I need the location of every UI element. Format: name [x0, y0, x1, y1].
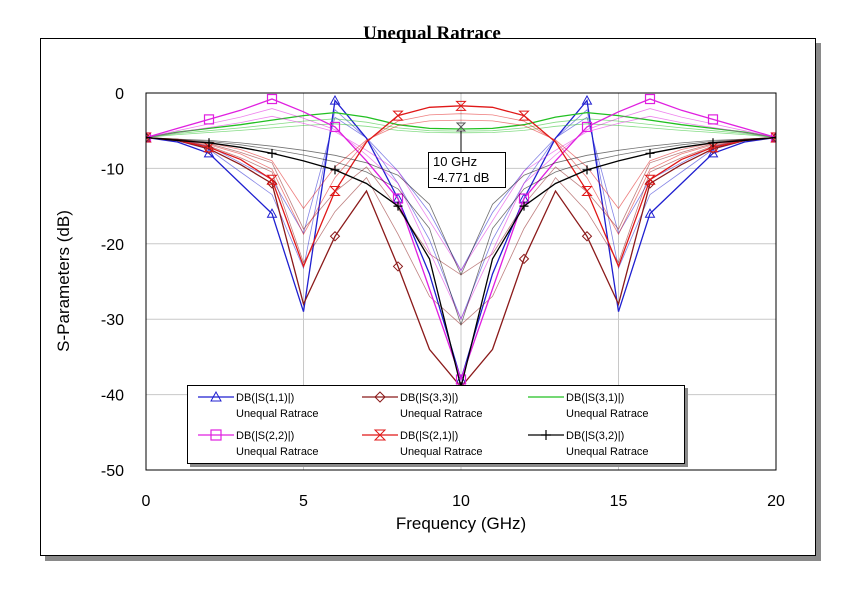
legend-marker	[373, 429, 387, 441]
sweep-trace-s22-0	[146, 115, 776, 272]
legend-swatch-s32	[528, 430, 564, 440]
data-point-s32	[267, 148, 277, 158]
data-point-s21	[392, 110, 404, 121]
data-point-s33	[518, 253, 530, 265]
data-point-s22	[707, 114, 719, 125]
legend-swatch-s11	[198, 390, 234, 402]
data-point-s33	[329, 231, 341, 242]
legend-marker	[541, 430, 551, 440]
data-point-s32	[519, 201, 529, 211]
x-tick-label: 10	[452, 493, 470, 510]
legend-sub-s11: Unequal Ratrace	[236, 408, 319, 420]
data-point-s32	[393, 201, 403, 211]
series-line-s31	[146, 111, 776, 139]
data-point-s32	[204, 138, 214, 148]
data-point-s11	[203, 147, 215, 158]
data-point-s11	[266, 208, 278, 218]
y-tick-label: -30	[101, 312, 124, 329]
y-tick-label: -20	[101, 237, 124, 254]
legend-swatch-s21	[362, 429, 398, 441]
plot-frame	[145, 92, 777, 471]
data-point-s22	[266, 93, 278, 105]
legend-entry-s31: DB(|S(3,1)|) Unequal Ratrace	[526, 390, 686, 426]
legend-name-s31: DB(|S(3,1)|)	[566, 392, 625, 404]
legend-sub-s21: Unequal Ratrace	[400, 446, 483, 458]
legend: DB(|S(1,1)|) Unequal Ratrace DB(|S(3,3)|…	[187, 385, 685, 464]
data-point-s21	[770, 132, 776, 143]
data-point-s32	[146, 132, 151, 142]
marker-frequency: 10 GHz	[433, 154, 478, 169]
sweep-trace-s21-1	[146, 113, 776, 236]
legend-entry-s11: DB(|S(1,1)|) Unequal Ratrace	[196, 390, 356, 426]
chart-title: Unequal Ratrace	[363, 23, 501, 44]
legend-sub-s32: Unequal Ratrace	[566, 446, 649, 458]
legend-swatch-s33	[362, 391, 398, 403]
sweep-trace-s22-1	[146, 108, 776, 320]
data-point-s21	[329, 186, 341, 197]
data-point-s11	[707, 147, 719, 158]
data-point-s33	[392, 261, 404, 272]
data-point-s32	[582, 165, 592, 175]
legend-name-s33: DB(|S(3,3)|)	[400, 392, 459, 404]
legend-name-s22: DB(|S(2,2)|)	[236, 430, 295, 442]
data-point-s32	[330, 165, 340, 175]
data-point-s22	[581, 121, 593, 133]
data-point-s22	[329, 121, 341, 133]
data-point-s21	[518, 110, 530, 121]
data-point-s21	[581, 186, 593, 197]
legend-name-s11: DB(|S(1,1)|)	[236, 392, 295, 404]
legend-marker	[210, 390, 222, 402]
x-tick-label: 5	[299, 493, 308, 510]
data-point-s21	[644, 174, 656, 185]
legend-sub-s31: Unequal Ratrace	[566, 408, 649, 420]
data-point-s33	[644, 178, 656, 189]
y-tick-label: 0	[115, 86, 124, 103]
data-point-s11	[581, 95, 593, 105]
sweep-trace-s32-1	[146, 137, 776, 326]
data-point-s22	[203, 114, 215, 125]
series-line-s22	[146, 98, 776, 382]
data-point-s21	[455, 100, 467, 111]
legend-entry-s22: DB(|S(2,2)|) Unequal Ratrace	[196, 428, 356, 464]
sweep-trace-s32-0	[146, 137, 776, 276]
y-tick-label: -10	[101, 161, 124, 178]
data-point-s33	[581, 231, 593, 242]
data-point-s22	[644, 93, 656, 105]
data-point-s32	[771, 132, 776, 142]
legend-sub-s22: Unequal Ratrace	[236, 446, 319, 458]
data-point-s21	[146, 132, 152, 143]
data-point-s32	[708, 138, 718, 148]
marker-annotation[interactable]: 10 GHz -4.771 dB	[428, 152, 506, 188]
data-point-s11	[329, 95, 341, 105]
legend-swatch-s31	[528, 396, 564, 398]
y-tick-label: -40	[101, 388, 124, 405]
data-point-s21	[266, 174, 278, 185]
y-tick-label: -50	[101, 463, 124, 480]
legend-entry-s32: DB(|S(3,2)|) Unequal Ratrace	[526, 428, 686, 464]
data-point-s32	[645, 148, 655, 158]
sweep-trace-s21-0	[146, 119, 776, 210]
annotation-point	[455, 122, 467, 132]
legend-marker	[374, 391, 386, 403]
x-tick-label: 0	[142, 493, 151, 510]
legend-sub-s33: Unequal Ratrace	[400, 408, 483, 420]
legend-swatch-s22	[198, 429, 234, 441]
legend-entry-s33: DB(|S(3,3)|) Unequal Ratrace	[360, 390, 520, 426]
legend-name-s21: DB(|S(2,1)|)	[400, 430, 459, 442]
x-tick-label: 20	[767, 493, 785, 510]
legend-marker	[210, 429, 222, 441]
y-axis-label: S-Parameters (dB)	[54, 210, 73, 352]
x-tick-label: 15	[610, 493, 628, 510]
x-axis-label: Frequency (GHz)	[395, 514, 527, 533]
legend-entry-s21: DB(|S(2,1)|) Unequal Ratrace	[360, 428, 520, 464]
data-point-s33	[266, 178, 278, 189]
marker-value: -4.771 dB	[433, 170, 490, 185]
legend-name-s32: DB(|S(3,2)|)	[566, 430, 625, 442]
data-point-s11	[644, 208, 656, 218]
